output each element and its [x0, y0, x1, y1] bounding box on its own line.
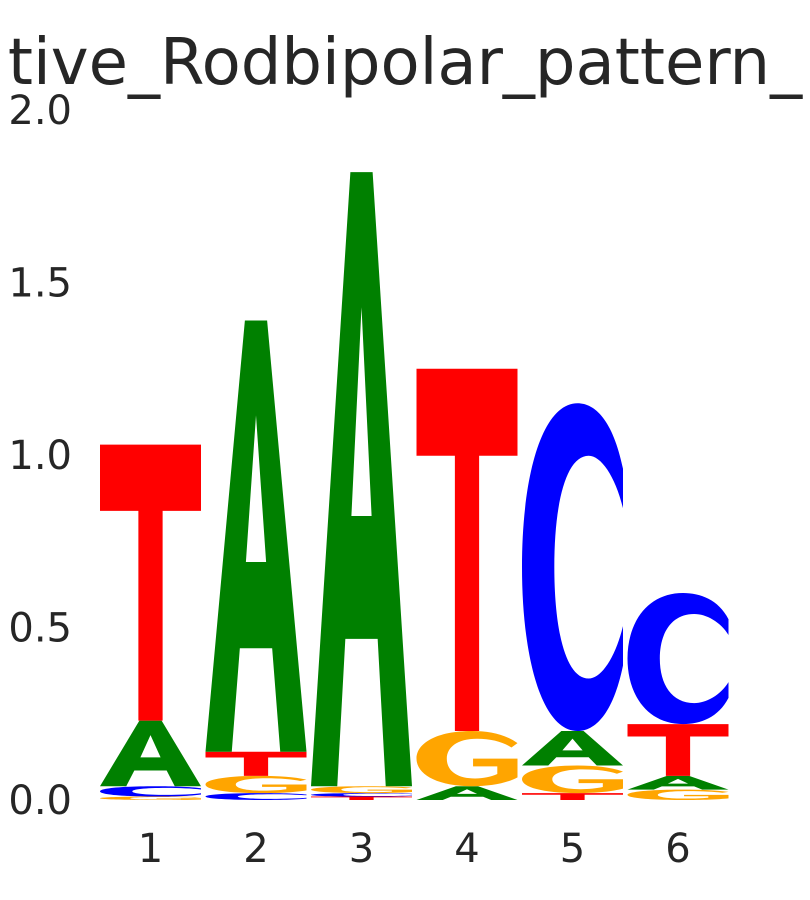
- letter-G: [311, 786, 412, 794]
- x-tick-label: 2: [243, 826, 268, 872]
- letter-A: [311, 172, 412, 787]
- letter-A: [100, 720, 201, 787]
- letter-C: [205, 793, 307, 800]
- letter-G: [205, 775, 307, 794]
- letter-G: [522, 765, 623, 794]
- y-tick-label: 2.0: [8, 88, 72, 134]
- letter-T: [416, 368, 518, 731]
- x-tick-label: 4: [454, 826, 479, 872]
- position-stack: [311, 172, 412, 800]
- chart-title: tive_Rodbipolar_pattern_: [8, 26, 803, 100]
- letter-T: [627, 724, 729, 776]
- letter-G: [627, 789, 729, 800]
- y-tick-label: 1.5: [8, 261, 72, 307]
- letter-C: [100, 786, 201, 797]
- letter-A: [627, 775, 729, 790]
- position-stack: [522, 403, 623, 800]
- y-tick-label: 1.0: [8, 433, 72, 479]
- letter-stacks: [100, 172, 729, 800]
- letter-C: [311, 793, 412, 797]
- position-stack: [627, 593, 729, 800]
- x-tick-label: 1: [138, 826, 163, 872]
- x-axis: 1 2 3 4 5 6: [138, 826, 691, 872]
- position-stack: [100, 444, 201, 800]
- x-tick-label: 3: [349, 826, 374, 872]
- letter-G: [416, 731, 518, 787]
- x-tick-label: 5: [560, 826, 585, 872]
- letter-G: [100, 796, 201, 800]
- y-axis: 0.0 0.5 1.0 1.5 2.0: [8, 88, 72, 824]
- letter-A: [416, 786, 518, 800]
- letter-T: [311, 796, 412, 800]
- letter-C: [522, 403, 623, 731]
- position-stack: [205, 320, 307, 800]
- y-tick-label: 0.0: [8, 778, 72, 824]
- letter-A: [205, 320, 307, 752]
- position-stack: [416, 368, 518, 800]
- y-tick-label: 0.5: [8, 606, 72, 652]
- letter-T: [205, 751, 307, 776]
- letter-C: [627, 593, 729, 725]
- letter-A: [522, 731, 623, 766]
- x-tick-label: 6: [665, 826, 690, 872]
- letter-T: [100, 444, 201, 721]
- letter-T: [522, 793, 623, 800]
